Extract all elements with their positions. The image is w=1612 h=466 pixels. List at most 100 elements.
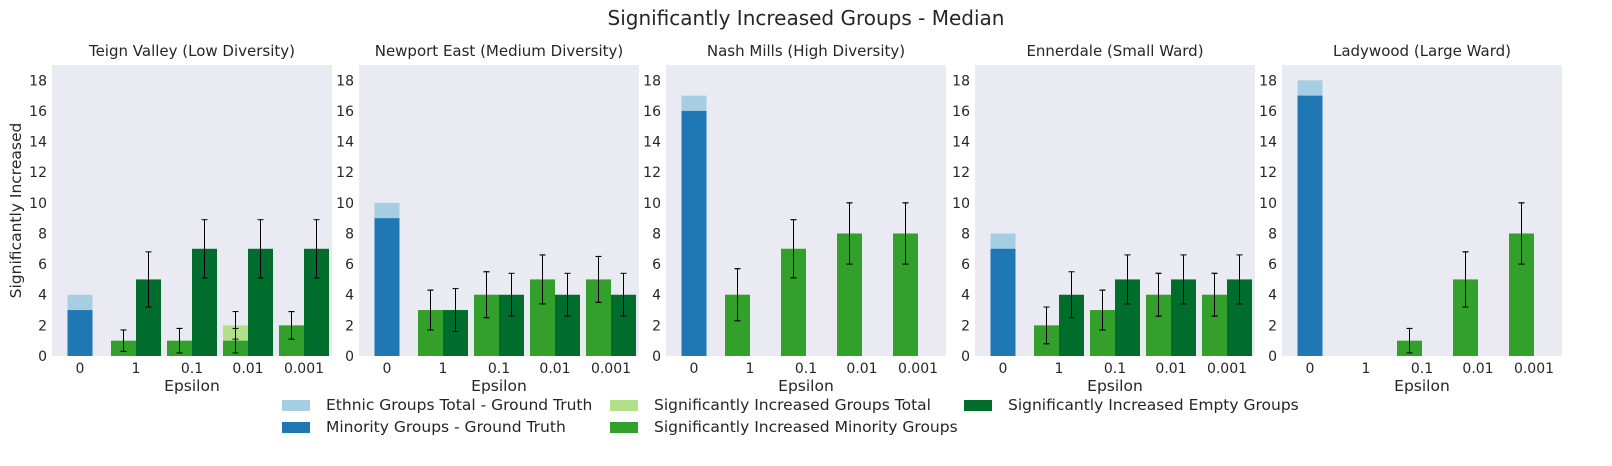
y-tick-label: 10	[336, 196, 354, 212]
error-bar	[1236, 254, 1243, 305]
panel-title: Nash Mills (High Diversity)	[707, 42, 905, 60]
y-tick-label: 2	[1268, 318, 1277, 334]
y-tick-label: 14	[336, 135, 354, 151]
x-tick-label: 0	[690, 361, 699, 377]
y-tick-label: 0	[961, 349, 970, 365]
error-bar	[734, 268, 741, 322]
legend-item: Ethnic Groups Total - Ground Truth	[282, 396, 592, 414]
x-tick-label: 1	[1055, 361, 1064, 377]
error-bar	[1406, 327, 1413, 354]
legend-label: Ethnic Groups Total - Ground Truth	[326, 396, 593, 414]
y-tick-label: 12	[952, 165, 970, 181]
x-tick-label: 0	[999, 361, 1008, 377]
legend-swatch	[282, 399, 310, 411]
legend-label: Significantly Increased Minority Groups	[654, 418, 958, 436]
legend-swatch	[282, 421, 310, 433]
error-bar	[145, 251, 152, 308]
legend-swatch	[610, 399, 638, 411]
y-tick-label: 8	[652, 226, 661, 242]
error-bar	[427, 289, 434, 331]
y-axis-label: Significantly Increased	[7, 123, 25, 299]
error-bar	[1462, 251, 1469, 308]
y-tick-label: 12	[643, 165, 661, 181]
y-tick-label: 14	[952, 135, 970, 151]
bar-ground-truth-minority	[374, 218, 400, 356]
error-bar	[483, 271, 490, 319]
figure-title: Significantly Increased Groups - Median	[608, 6, 1005, 30]
y-tick-label: 8	[1268, 226, 1277, 242]
x-axis-label: Epsilon	[778, 377, 834, 395]
y-tick-label: 16	[1259, 104, 1277, 120]
x-tick-label: 0.1	[1411, 361, 1433, 377]
y-tick-label: 10	[29, 196, 47, 212]
bar-ground-truth-minority	[990, 248, 1016, 356]
panel-title: Ladywood (Large Ward)	[1333, 42, 1511, 60]
y-tick-label: 0	[652, 349, 661, 365]
panel-title: Ennerdale (Small Ward)	[1026, 42, 1203, 60]
legend-label: Significantly Increased Empty Groups	[1008, 396, 1299, 414]
legend-swatch	[610, 421, 638, 433]
x-axis-label: Epsilon	[164, 377, 220, 395]
legend-item: Significantly Increased Groups Total	[610, 396, 931, 414]
y-tick-label: 10	[1259, 196, 1277, 212]
legend-item: Significantly Increased Empty Groups	[964, 396, 1299, 414]
x-tick-label: 0.1	[1104, 361, 1126, 377]
error-bar	[313, 219, 320, 279]
y-tick-label: 18	[336, 73, 354, 89]
y-tick-label: 6	[38, 257, 47, 273]
x-tick-label: 1	[132, 361, 141, 377]
y-tick-label: 8	[38, 226, 47, 242]
chart-panel: Ennerdale (Small Ward) 0 2 4 6 8 10 12 14 16 18 0 1 0…	[952, 42, 1255, 395]
error-bar	[288, 311, 295, 340]
x-tick-label: 0.001	[898, 361, 938, 377]
legend-item: Minority Groups - Ground Truth	[282, 418, 566, 436]
y-tick-label: 0	[38, 349, 47, 365]
error-bar	[201, 219, 208, 279]
y-tick-label: 10	[643, 196, 661, 212]
chart-panel: Teign Valley (Low Diversity)024681012141…	[7, 42, 332, 395]
legend-item: Significantly Increased Minority Groups	[610, 418, 958, 436]
x-tick-label: 0	[1306, 361, 1315, 377]
error-bar	[120, 329, 127, 352]
y-tick-label: 12	[29, 165, 47, 181]
error-bar	[539, 254, 546, 305]
x-tick-label: 0.001	[1207, 361, 1247, 377]
error-bar	[1043, 306, 1050, 345]
y-tick-label: 2	[38, 318, 47, 334]
x-tick-label: 0.1	[795, 361, 817, 377]
chart-panels: Teign Valley (Low Diversity)024681012141…	[7, 42, 1562, 395]
y-tick-label: 18	[1259, 73, 1277, 89]
bar-ground-truth-minority	[67, 310, 93, 356]
y-tick-label: 8	[961, 226, 970, 242]
legend-label: Significantly Increased Groups Total	[654, 396, 931, 414]
x-tick-label: 0.001	[591, 361, 631, 377]
error-bar	[1124, 254, 1131, 305]
y-tick-label: 14	[643, 135, 661, 151]
y-tick-label: 12	[1259, 165, 1277, 181]
bar-ground-truth-minority	[681, 110, 707, 357]
error-bar	[176, 327, 183, 354]
y-tick-label: 4	[38, 288, 47, 304]
x-tick-label: 1	[439, 361, 448, 377]
y-tick-label: 2	[961, 318, 970, 334]
y-tick-label: 4	[345, 288, 354, 304]
legend-label: Minority Groups - Ground Truth	[326, 418, 566, 436]
y-tick-label: 2	[652, 318, 661, 334]
x-tick-label: 0.01	[232, 361, 263, 377]
x-tick-label: 0.1	[181, 361, 203, 377]
error-bar	[1099, 289, 1106, 331]
y-tick-label: 6	[1268, 257, 1277, 273]
x-tick-label: 0.1	[488, 361, 510, 377]
chart-panel: Newport East (Medium Diversity)024681012…	[336, 42, 639, 395]
y-tick-label: 6	[652, 257, 661, 273]
y-tick-label: 14	[29, 135, 47, 151]
y-tick-label: 16	[952, 104, 970, 120]
error-bar	[790, 219, 797, 279]
x-tick-label: 0.01	[846, 361, 877, 377]
y-tick-label: 2	[345, 318, 354, 334]
y-tick-label: 16	[29, 104, 47, 120]
x-axis-label: Epsilon	[471, 377, 527, 395]
y-tick-label: 14	[1259, 135, 1277, 151]
chart-panel: Nash Mills (High Diversity)0246810121416…	[643, 42, 946, 395]
x-axis-label: Epsilon	[1394, 377, 1450, 395]
